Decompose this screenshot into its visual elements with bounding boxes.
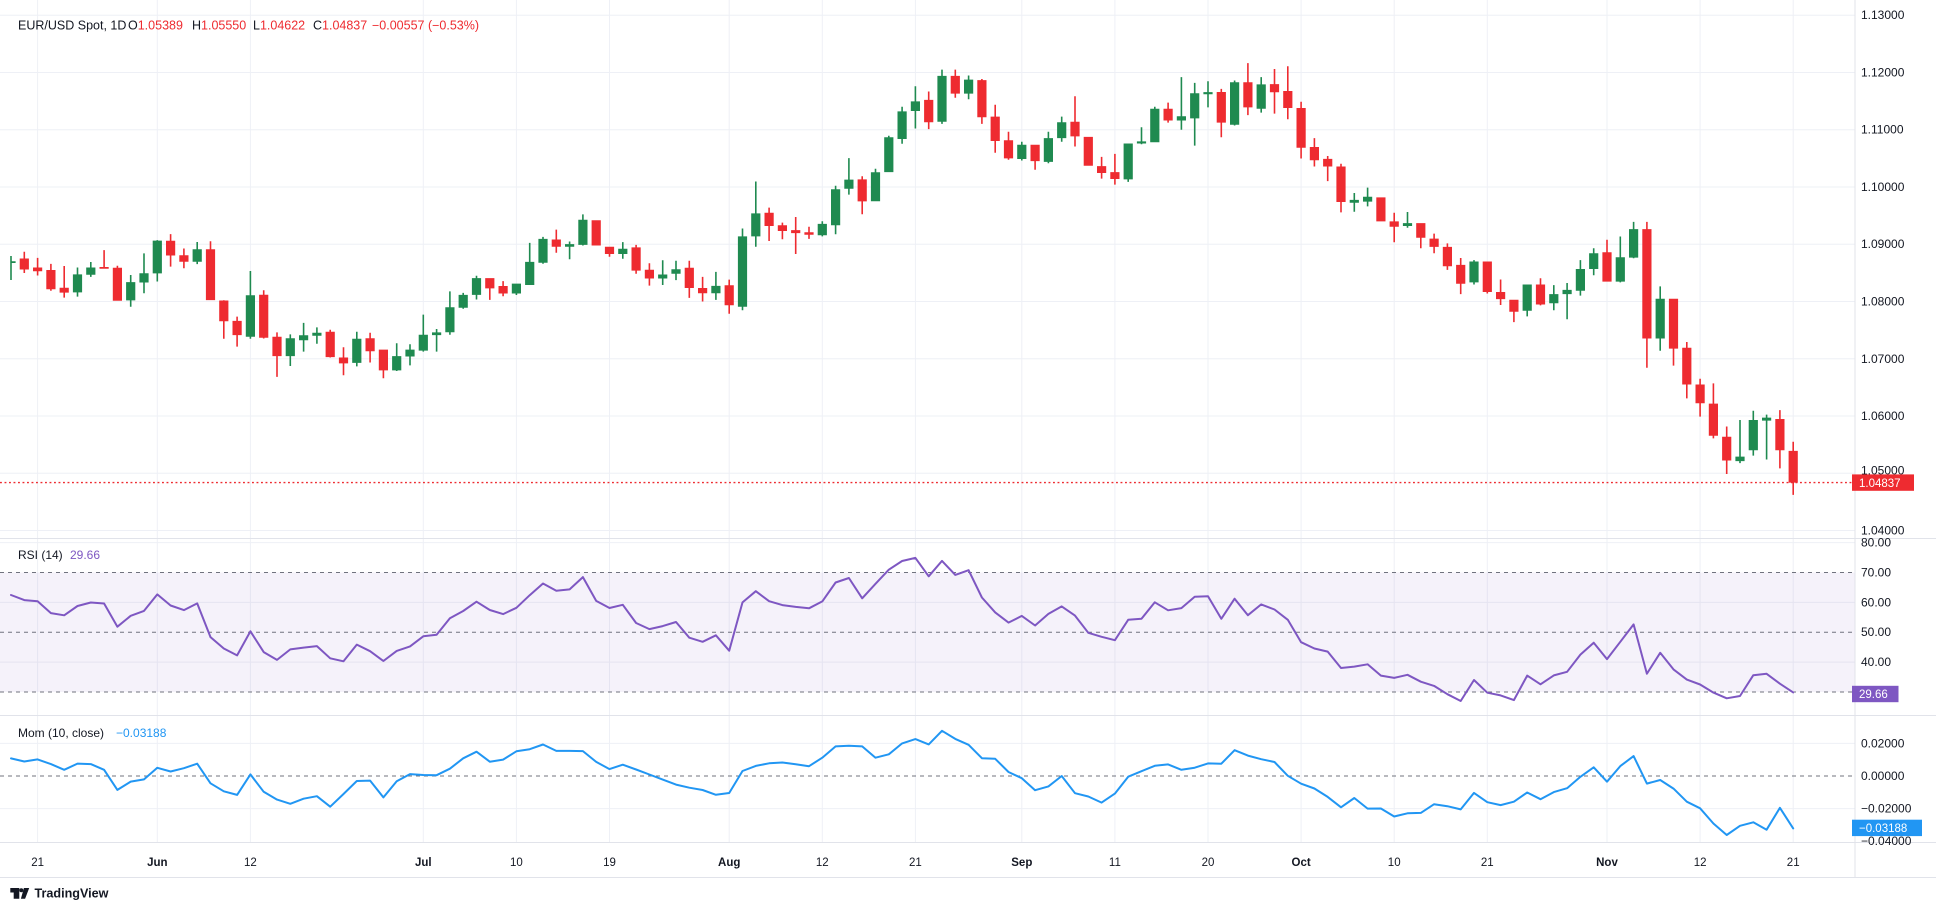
svg-text:10: 10 <box>510 857 523 869</box>
svg-text:1.07000: 1.07000 <box>1861 352 1905 366</box>
svg-text:12: 12 <box>816 857 829 869</box>
svg-text:1.13000: 1.13000 <box>1861 8 1905 22</box>
svg-text:21: 21 <box>909 857 922 869</box>
svg-text:20: 20 <box>1202 857 1215 869</box>
svg-text:Aug: Aug <box>718 857 740 869</box>
svg-text:1.04000: 1.04000 <box>1861 524 1905 538</box>
svg-text:1.12000: 1.12000 <box>1861 66 1905 80</box>
svg-text:21: 21 <box>1787 857 1800 869</box>
svg-text:40.00: 40.00 <box>1861 655 1891 669</box>
svg-text:Sep: Sep <box>1011 857 1032 869</box>
svg-text:1.06000: 1.06000 <box>1861 409 1905 423</box>
svg-text:Jul: Jul <box>415 857 432 869</box>
svg-text:10: 10 <box>1388 857 1401 869</box>
svg-text:Mom (10, close) −0.03188: Mom (10, close) −0.03188 <box>18 726 167 740</box>
svg-text:−0.04000: −0.04000 <box>1861 834 1912 848</box>
svg-text:H1.05550: H1.05550 <box>192 19 246 33</box>
svg-text:1.08000: 1.08000 <box>1861 295 1905 309</box>
svg-text:80.00: 80.00 <box>1861 536 1891 550</box>
svg-text:0.00000: 0.00000 <box>1861 769 1905 783</box>
svg-text:12: 12 <box>1694 857 1707 869</box>
svg-text:1.05000: 1.05000 <box>1861 463 1905 477</box>
svg-text:−0.00557 (−0.53%): −0.00557 (−0.53%) <box>372 19 479 33</box>
svg-text:RSI (14) 29.66: RSI (14) 29.66 <box>18 548 100 562</box>
svg-text:29.66: 29.66 <box>1859 689 1888 701</box>
svg-text:Jun: Jun <box>147 857 167 869</box>
svg-text:L1.04622: L1.04622 <box>253 19 305 33</box>
svg-text:−0.03188: −0.03188 <box>1859 823 1907 835</box>
svg-text:12: 12 <box>244 857 257 869</box>
svg-text:50.00: 50.00 <box>1861 625 1891 639</box>
svg-text:TradingView: TradingView <box>35 887 109 901</box>
svg-text:60.00: 60.00 <box>1861 595 1891 609</box>
svg-text:1.04837: 1.04837 <box>1859 478 1901 490</box>
svg-text:0.02000: 0.02000 <box>1861 736 1905 750</box>
svg-text:−0.02000: −0.02000 <box>1861 802 1912 816</box>
svg-text:70.00: 70.00 <box>1861 566 1891 580</box>
svg-text:21: 21 <box>1481 857 1494 869</box>
svg-text:21: 21 <box>31 857 44 869</box>
svg-text:C1.04837: C1.04837 <box>313 19 367 33</box>
svg-text:EUR/USD Spot, 1D: EUR/USD Spot, 1D <box>18 19 126 33</box>
svg-text:1.09000: 1.09000 <box>1861 237 1905 251</box>
svg-text:19: 19 <box>603 857 616 869</box>
svg-text:Nov: Nov <box>1596 857 1618 869</box>
svg-text:1.10000: 1.10000 <box>1861 180 1905 194</box>
svg-text:O1.05389: O1.05389 <box>128 19 183 33</box>
svg-text:11: 11 <box>1109 857 1121 869</box>
svg-text:Oct: Oct <box>1292 857 1311 869</box>
svg-text:1.11000: 1.11000 <box>1861 123 1904 137</box>
